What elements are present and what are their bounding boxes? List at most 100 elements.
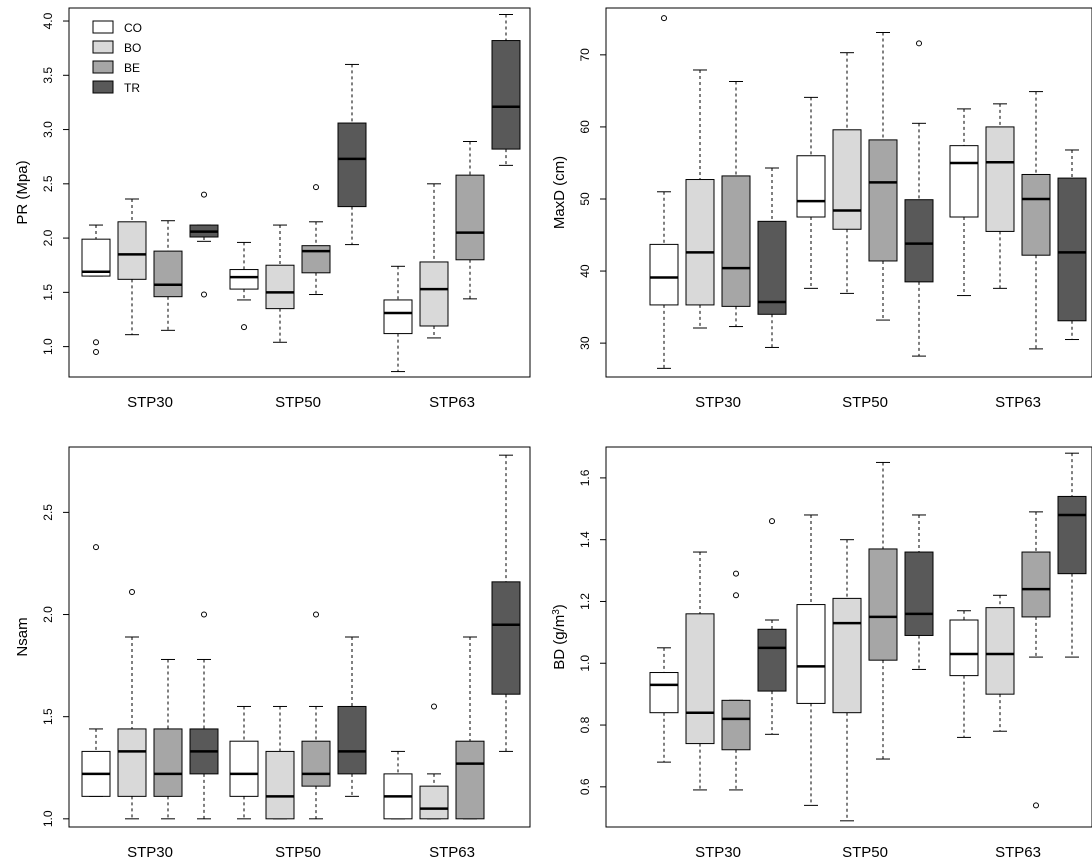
- box-tr: [757, 518, 787, 735]
- box-iqr: [721, 175, 751, 307]
- box-tr: [337, 63, 367, 246]
- box-iqr: [904, 551, 934, 636]
- box-bo: [685, 551, 715, 791]
- outlier-point: [313, 611, 319, 618]
- box-iqr: [455, 174, 485, 261]
- x-category-label: STP63: [995, 394, 1041, 411]
- box-tr: [491, 14, 521, 166]
- box-iqr: [721, 699, 751, 751]
- y-axis-label-part: ): [551, 604, 568, 609]
- outlier-point: [313, 184, 319, 191]
- box-co: [81, 544, 111, 797]
- box-iqr: [1021, 173, 1051, 256]
- box-iqr: [301, 740, 331, 787]
- y-axis-label: PR (Mpa): [14, 160, 31, 224]
- box-co: [649, 15, 679, 369]
- box-bo: [832, 539, 862, 822]
- box-iqr: [757, 628, 787, 692]
- box-iqr: [383, 299, 413, 335]
- y-tick-label: 2.0: [41, 606, 55, 623]
- x-category-label: STP50: [275, 394, 321, 411]
- box-iqr: [117, 728, 147, 797]
- box-bo: [985, 103, 1015, 289]
- y-tick-label: 1.2: [578, 593, 592, 610]
- box-iqr: [868, 139, 898, 262]
- x-category-label: STP30: [695, 844, 741, 861]
- outlier-point: [241, 324, 247, 331]
- x-category-label: STP30: [127, 844, 173, 861]
- box-co: [949, 108, 979, 297]
- box-iqr: [796, 155, 826, 218]
- box-co: [81, 224, 111, 356]
- box-iqr: [904, 199, 934, 283]
- box-be: [455, 140, 485, 300]
- y-tick-label: 4.0: [41, 12, 55, 29]
- box-iqr: [685, 613, 715, 745]
- y-axis-label-part: 3: [551, 609, 562, 615]
- y-tick-label: 40: [578, 264, 592, 278]
- box-be: [153, 658, 183, 820]
- box-iqr: [81, 238, 111, 277]
- y-tick-label: 1.5: [41, 284, 55, 301]
- y-tick-label: 1.5: [41, 708, 55, 725]
- outlier-point: [129, 589, 135, 596]
- x-category-label: STP50: [842, 394, 888, 411]
- box-tr: [189, 191, 219, 298]
- box-co: [796, 96, 826, 289]
- box-iqr: [337, 122, 367, 208]
- y-tick-label: 3.5: [41, 67, 55, 84]
- box-bo: [265, 705, 295, 820]
- box-tr: [337, 636, 367, 797]
- box-be: [721, 81, 751, 328]
- box-iqr: [419, 261, 449, 327]
- y-tick-label: 2.5: [41, 504, 55, 521]
- box-bo: [265, 224, 295, 343]
- box-tr: [1057, 452, 1087, 658]
- x-category-label: STP63: [429, 844, 475, 861]
- y-axis-label-part: MaxD (cm): [551, 156, 568, 229]
- box-iqr: [491, 581, 521, 695]
- y-tick-label: 70: [578, 48, 592, 62]
- y-axis-label-part: PR (Mpa): [14, 160, 31, 224]
- box-iqr: [868, 548, 898, 661]
- box-tr: [757, 167, 787, 348]
- box-iqr: [491, 40, 521, 150]
- outlier-point: [431, 703, 437, 710]
- box-iqr: [985, 126, 1015, 232]
- box-iqr: [685, 179, 715, 306]
- y-tick-label: 0.8: [578, 716, 592, 733]
- box-co: [383, 265, 413, 373]
- box-iqr: [757, 220, 787, 315]
- box-iqr: [455, 740, 485, 820]
- x-category-label: STP50: [842, 844, 888, 861]
- plot-frame: [605, 7, 1092, 378]
- box-co: [383, 750, 413, 820]
- y-axis-label: BD (g/m3): [551, 604, 569, 670]
- box-co: [229, 705, 259, 820]
- box-bo: [419, 703, 449, 820]
- box-iqr: [337, 705, 367, 775]
- box-iqr: [1021, 551, 1051, 618]
- legend-swatch-co: [92, 20, 114, 34]
- y-tick-label: 1.4: [578, 531, 592, 548]
- outlier-point: [733, 570, 739, 577]
- box-bo: [832, 52, 862, 294]
- box-iqr: [419, 785, 449, 820]
- y-tick-label: 1.6: [578, 469, 592, 486]
- box-be: [301, 611, 331, 820]
- box-tr: [904, 514, 934, 670]
- outlier-point: [93, 544, 99, 551]
- y-axis-label: MaxD (cm): [551, 156, 568, 229]
- box-tr: [1057, 149, 1087, 341]
- outlier-point: [201, 611, 207, 618]
- box-iqr: [153, 728, 183, 797]
- outlier-point: [93, 339, 99, 346]
- panel-4: 0.6 0.8 1.0 1.2 1.4 1.6 BD (g/m3) STP30 STP50 STP…: [551, 446, 1092, 861]
- box-iqr: [117, 221, 147, 280]
- box-iqr: [949, 619, 979, 677]
- box-bo: [117, 198, 147, 336]
- panel-1: 1.0 1.5 2.0 2.5 3.0 3.5 4.0 PR (Mpa) STP30 STP50 S…: [14, 7, 531, 411]
- y-tick-label: 2.0: [41, 229, 55, 246]
- box-iqr: [796, 604, 826, 704]
- plot-frame: [605, 446, 1092, 828]
